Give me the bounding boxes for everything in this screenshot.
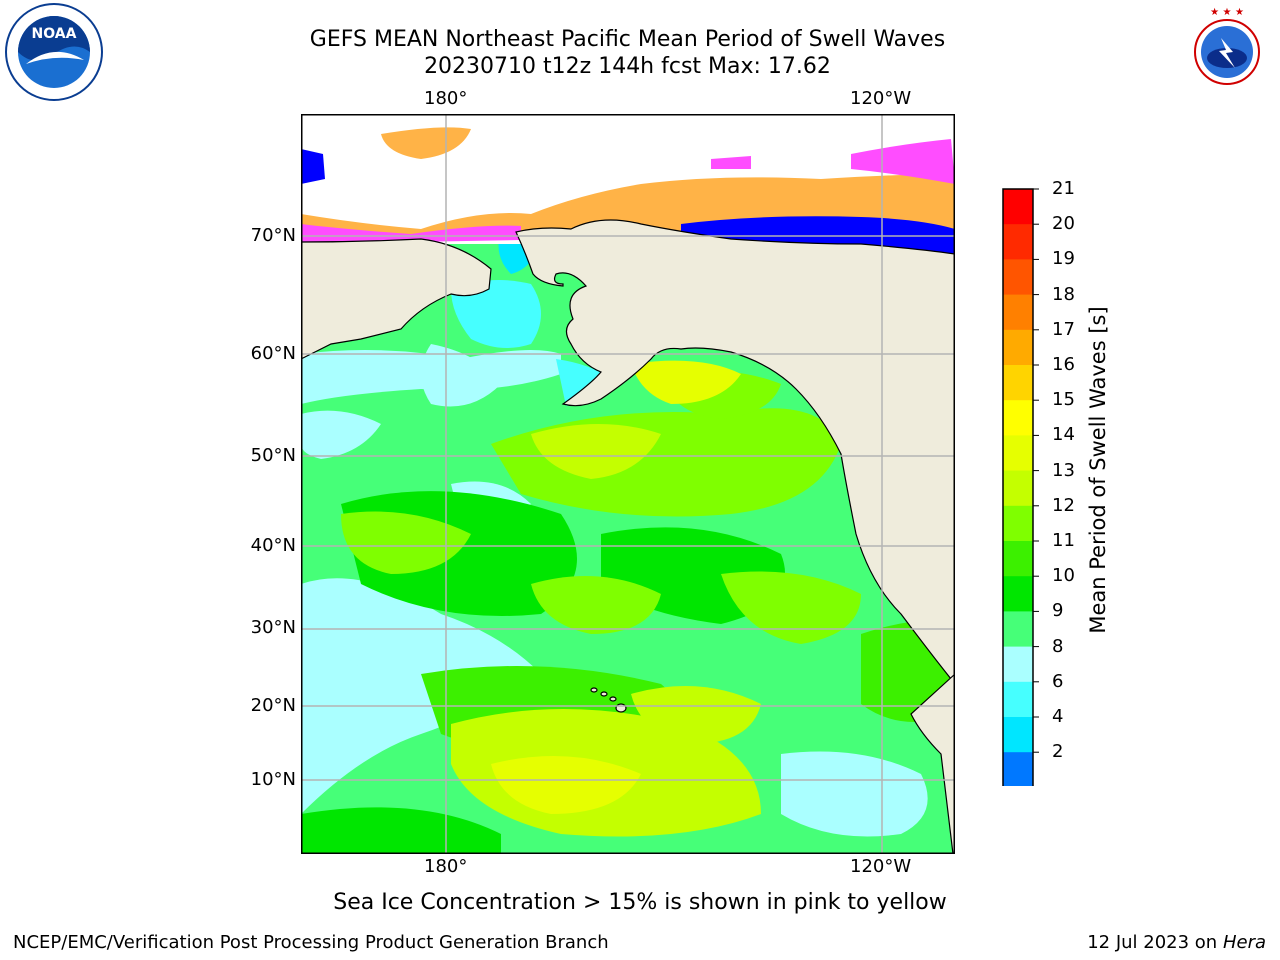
chart-title: GEFS MEAN Northeast Pacific Mean Period … bbox=[309, 27, 946, 52]
colorbar-segment bbox=[1003, 365, 1033, 401]
lat-label-70n: 70°N bbox=[250, 225, 296, 246]
colorbar-segment bbox=[1003, 294, 1033, 331]
noaa-logo-text: NOAA bbox=[32, 26, 77, 42]
lat-label-20n: 20°N bbox=[250, 695, 296, 716]
colorbar-segment bbox=[1003, 646, 1033, 683]
colorbar-segment bbox=[1003, 435, 1033, 472]
noaa-logo: NOAA bbox=[4, 2, 104, 106]
machine-name: Hera bbox=[1222, 932, 1266, 953]
colorbar-segment bbox=[1003, 752, 1033, 786]
colorbar-tick-label: 21 bbox=[1052, 178, 1075, 199]
lon-label-180-top: 180° bbox=[424, 88, 468, 109]
map-panel bbox=[301, 114, 955, 854]
lat-label-50n: 50°N bbox=[250, 445, 296, 466]
colorbar-segment bbox=[1003, 717, 1033, 753]
colorbar-tick-label: 15 bbox=[1052, 389, 1075, 411]
colorbar-tick-label: 20 bbox=[1052, 213, 1075, 235]
colorbar-tick-label: 6 bbox=[1052, 670, 1064, 692]
colorbar-tick-label: 19 bbox=[1052, 248, 1075, 270]
colorbar-tick-label: 10 bbox=[1052, 565, 1075, 587]
colorbar-tick-label: 11 bbox=[1052, 530, 1075, 551]
colorbar-segment bbox=[1003, 611, 1033, 648]
colorbar-segment bbox=[1003, 189, 1033, 225]
colorbar-title: Mean Period of Swell Waves [s] bbox=[1086, 306, 1110, 634]
graticule bbox=[301, 114, 955, 854]
colorbar-segment bbox=[1003, 400, 1033, 436]
colorbar bbox=[1002, 188, 1039, 786]
lat-label-40n: 40°N bbox=[250, 535, 296, 556]
colorbar-tick-label: 17 bbox=[1052, 318, 1075, 340]
date-label: 12 Jul 2023 on bbox=[1087, 932, 1218, 953]
colorbar-tick-label: 13 bbox=[1052, 459, 1075, 481]
lon-label-120w-bottom: 120°W bbox=[850, 856, 912, 877]
nws-logo: ★ ★ ★ bbox=[1177, 2, 1277, 106]
sea-ice-note: Sea Ice Concentration > 15% is shown in … bbox=[333, 890, 947, 915]
date-text: 12 Jul 2023 on Hera bbox=[1087, 932, 1266, 953]
colorbar-tick-label: 4 bbox=[1052, 706, 1064, 727]
colorbar-tick-label: 2 bbox=[1052, 741, 1064, 763]
colorbar-segment bbox=[1003, 681, 1033, 718]
lon-label-120w-top: 120°W bbox=[850, 88, 912, 109]
lat-label-30n: 30°N bbox=[250, 617, 296, 638]
colorbar-tick-label: 8 bbox=[1052, 635, 1064, 657]
chart-subtitle: 20230710 t12z 144h fcst Max: 17.62 bbox=[424, 54, 831, 79]
colorbar-segment bbox=[1003, 224, 1033, 260]
lat-label-10n: 10°N bbox=[250, 769, 296, 790]
colorbar-segment bbox=[1003, 470, 1033, 507]
colorbar-tick-label: 12 bbox=[1052, 494, 1075, 516]
colorbar-tick-label: 14 bbox=[1052, 424, 1075, 446]
colorbar-tick-label: 9 bbox=[1052, 600, 1064, 622]
colorbar-segment bbox=[1003, 329, 1033, 366]
colorbar-frame bbox=[1002, 188, 1034, 786]
lat-label-60n: 60°N bbox=[250, 343, 296, 364]
credit-text: NCEP/EMC/Verification Post Processing Pr… bbox=[13, 932, 609, 953]
swell-period-field bbox=[301, 237, 955, 854]
lon-label-180-bottom: 180° bbox=[424, 856, 468, 877]
colorbar-segment bbox=[1003, 505, 1033, 542]
land-masses bbox=[301, 219, 955, 854]
svg-text:★ ★ ★: ★ ★ ★ bbox=[1210, 7, 1244, 18]
colorbar-segment bbox=[1003, 541, 1033, 577]
colorbar-tick-label: 16 bbox=[1052, 354, 1075, 375]
colorbar-tick-label: 18 bbox=[1052, 283, 1075, 305]
colorbar-segment bbox=[1003, 259, 1033, 296]
colorbar-segment bbox=[1003, 576, 1033, 612]
